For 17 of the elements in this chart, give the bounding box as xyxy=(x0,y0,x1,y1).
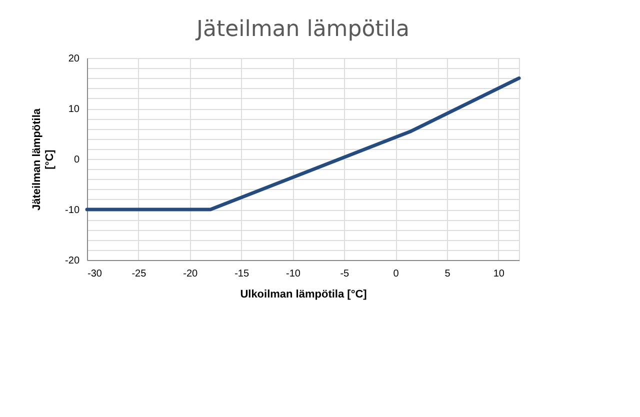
y-tick-label: 20 xyxy=(68,54,80,64)
x-axis-title: Ulkoilman lämpötila [°C] xyxy=(240,288,368,300)
x-tick-label: -20 xyxy=(183,268,198,280)
y-tick-label: -20 xyxy=(65,256,80,266)
y-tick-label: -10 xyxy=(65,205,80,216)
chart-title: Jäteilman lämpötila xyxy=(194,17,410,42)
y-tick-label: 0 xyxy=(74,154,80,166)
x-tick-label: -25 xyxy=(132,268,147,280)
x-tick-label: 10 xyxy=(493,268,505,280)
x-tick-label: 0 xyxy=(393,268,400,280)
y-tick-label: 10 xyxy=(68,104,80,115)
x-tick-label: -15 xyxy=(234,268,250,280)
x-tick-label: 5 xyxy=(444,268,451,280)
x-tick-label: -5 xyxy=(340,268,350,280)
x-tick-label: -10 xyxy=(286,268,301,280)
y-axis-title: Jäteilman lämpötila [°C] xyxy=(31,108,56,211)
x-tick-label: -30 xyxy=(88,268,102,280)
